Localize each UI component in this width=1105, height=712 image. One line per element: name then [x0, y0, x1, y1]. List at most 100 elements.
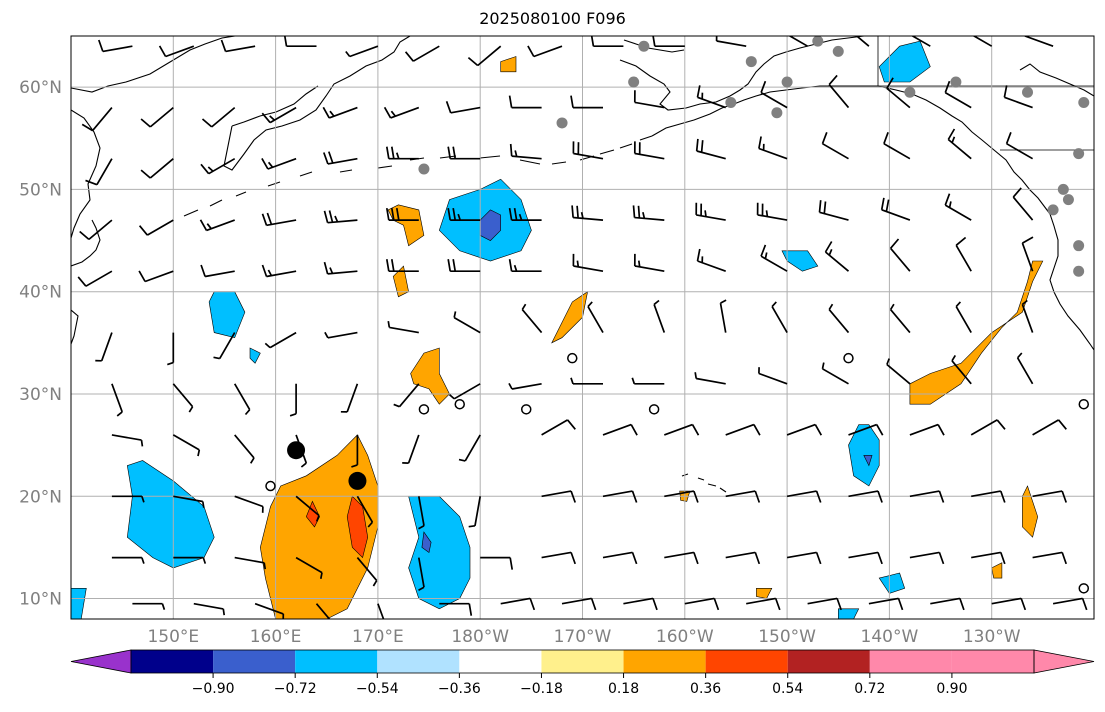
wind-barb-layer — [77, 36, 1088, 619]
wind-barb — [719, 299, 727, 333]
wind-barb — [345, 45, 379, 58]
wind-barb — [587, 301, 604, 334]
wind-barb — [632, 205, 665, 221]
wind-barb — [955, 236, 972, 272]
wind-barb — [746, 597, 781, 611]
wind-barb — [971, 490, 1006, 503]
wind-barb — [786, 551, 822, 565]
wind-barb — [947, 128, 972, 160]
wind-barb — [570, 377, 603, 385]
colorbar-extend-low — [70, 649, 132, 674]
contour-region — [551, 291, 589, 344]
wind-barb — [340, 383, 359, 413]
wind-barb — [324, 331, 358, 339]
colorbar-tick-label: 0.36 — [690, 681, 721, 697]
wind-barb — [351, 434, 359, 468]
latitude-label: 10°N — [19, 590, 62, 610]
wind-barb — [541, 551, 577, 565]
wind-barb — [383, 106, 420, 119]
wind-barb — [889, 238, 911, 272]
station-marker-large — [287, 441, 306, 460]
wind-barb — [684, 597, 720, 611]
wind-barb — [508, 382, 542, 390]
wind-barb — [172, 434, 201, 457]
station-marker-gray — [1062, 194, 1074, 206]
wind-barb — [138, 270, 174, 283]
wind-barb — [322, 106, 358, 119]
station-marker-gray — [1073, 148, 1085, 160]
wind-barb — [508, 207, 542, 221]
wind-barb — [1012, 187, 1034, 221]
wind-barb — [848, 423, 884, 436]
wind-barb — [955, 301, 972, 334]
wind-barb — [385, 207, 419, 221]
wind-barb — [760, 244, 788, 272]
station-marker-ring — [265, 480, 276, 492]
wind-barb — [1003, 85, 1033, 109]
contour-fill-layer — [71, 40, 1044, 619]
contour-region — [863, 455, 873, 467]
wind-barb — [261, 212, 297, 227]
wind-barb — [653, 299, 666, 333]
wind-barb — [541, 490, 576, 503]
wind-barb — [1024, 36, 1054, 47]
north-america-coastline — [1049, 213, 1094, 351]
station-marker-gray — [950, 76, 962, 88]
wind-barb — [694, 372, 726, 385]
wind-barb — [158, 45, 195, 58]
wind-barb — [356, 557, 378, 587]
longitude-label: 140°W — [861, 627, 919, 647]
colorbar-bin — [213, 650, 296, 673]
wind-barb — [889, 303, 911, 334]
station-marker-gray — [556, 117, 568, 129]
station-marker-ring — [418, 404, 430, 415]
wind-barb — [909, 423, 945, 436]
wind-barb — [633, 141, 665, 160]
station-marker-gray — [781, 76, 793, 88]
wind-barb — [725, 551, 761, 565]
wind-barb — [261, 157, 297, 170]
station-marker-gray — [418, 163, 430, 175]
wind-barb — [664, 423, 700, 436]
wind-barb — [1032, 551, 1068, 565]
colorbar-tick-label: 0.18 — [608, 681, 639, 697]
station-marker-gray — [745, 56, 757, 68]
station-marker-gray — [1078, 96, 1090, 108]
station-marker-gray — [1073, 240, 1085, 252]
wind-barb — [79, 219, 113, 241]
station-marker-ring — [1078, 398, 1090, 410]
wind-barb — [500, 597, 536, 611]
wind-barb — [695, 138, 726, 160]
wind-barb — [561, 597, 597, 611]
wind-barb — [295, 495, 320, 522]
colorbar-frame — [130, 649, 1035, 674]
wind-barb — [886, 358, 911, 385]
wind-barb — [602, 490, 638, 503]
longitude-label: 130°W — [963, 627, 1021, 647]
station-marker-gray — [725, 96, 737, 108]
wind-barb — [909, 490, 945, 503]
wind-barb — [480, 556, 514, 570]
wind-barb — [402, 434, 420, 464]
station-marker-ring — [567, 352, 578, 364]
colorbar-tick-label: −0.18 — [520, 681, 563, 697]
wind-barb — [447, 146, 481, 160]
wind-barb — [991, 597, 1027, 611]
contour-region — [838, 608, 860, 619]
wind-barb — [261, 264, 297, 278]
wind-barb — [855, 36, 870, 47]
wind-barb — [944, 193, 972, 221]
wind-barb — [167, 332, 175, 366]
wind-barb — [393, 383, 420, 408]
longitude-label: 150°W — [758, 627, 816, 647]
wind-barb — [377, 603, 385, 619]
wind-barb — [467, 45, 502, 67]
wind-barb — [458, 434, 481, 462]
wind-barb — [172, 383, 194, 413]
wind-barb — [509, 143, 542, 160]
wind-barb — [193, 602, 226, 616]
wind-barb — [404, 45, 440, 62]
wind-barb — [664, 490, 699, 503]
contour-region — [249, 347, 261, 364]
wind-barb — [602, 551, 638, 565]
